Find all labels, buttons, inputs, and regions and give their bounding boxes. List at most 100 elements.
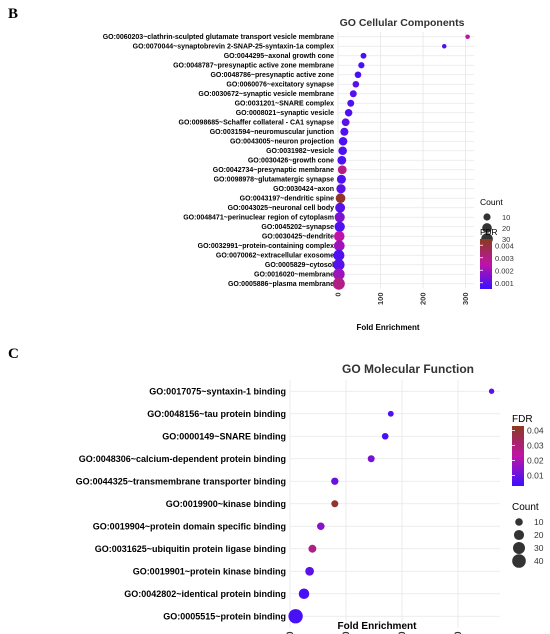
p0-size-legend-label-0: 10 [502, 213, 510, 222]
p0-data-point-23 [333, 249, 345, 261]
p0-data-point-26 [332, 277, 345, 290]
p0-data-point-15 [336, 174, 346, 184]
p1-size-legend-label-3: 40 [534, 556, 544, 566]
p0-data-point-22 [333, 240, 345, 252]
p1-x-axis-title: Fold Enrichment [338, 621, 418, 632]
p0-category-label-18: GO:0043025~neuronal cell body [228, 205, 335, 212]
p0-category-label-6: GO:0030672~synaptic vesicle membrane [198, 91, 334, 98]
p1-color-legend-label-0: 0.04 [527, 426, 544, 436]
p1-category-label-0: GO:0017075~syntaxin-1 binding [149, 386, 286, 396]
p0-legend: Count 10 20 30 FDR 0.004 0.003 0.002 0.001 [480, 197, 514, 289]
p0-data-point-1 [442, 44, 447, 49]
p1-data-point-8 [305, 566, 314, 576]
p0-size-legend-swatch-1 [482, 223, 492, 233]
chart-panel-b: GO Cellular Components GO:0060203~clathri… [103, 17, 514, 332]
p0-data-point-7 [347, 99, 355, 107]
p0-data-point-0 [465, 34, 470, 39]
p1-size-legend-swatch-3 [512, 554, 526, 568]
p1-size-legend-label-0: 10 [534, 517, 544, 527]
p1-data-point-10 [288, 609, 303, 624]
p0-data-point-11 [338, 136, 348, 146]
p0-x-tick-label-3: 300 [461, 293, 470, 306]
p0-x-axis-title: Fold Enrichment [356, 323, 419, 332]
p1-color-legend-label-2: 0.02 [527, 456, 544, 466]
p0-category-label-2: GO:0044295~axonal growth cone [224, 53, 334, 60]
p1-data-point-4 [331, 477, 339, 485]
p1-category-label-1: GO:0048156~tau protein binding [147, 409, 286, 419]
p1-color-legend-title: FDR [512, 414, 533, 425]
p1-data-point-7 [308, 544, 317, 553]
p0-category-label-9: GO:0098685~Schaffer collateral - CA1 syn… [179, 120, 335, 127]
p1-chart-title: GO Molecular Function [342, 362, 474, 376]
p1-size-legend-label-1: 20 [534, 530, 544, 540]
p0-category-label-23: GO:0070062~extracellular exosome [216, 253, 334, 260]
p0-x-tick-label-2: 200 [419, 293, 428, 306]
p0-category-label-25: GO:0016020~membrane [254, 272, 334, 279]
p1-category-label-3: GO:0048306~calcium-dependent protein bin… [79, 454, 286, 464]
p1-data-point-5 [331, 500, 339, 508]
p1-size-legend-swatch-2 [513, 542, 525, 554]
p1-x-tick-label-1: 20 [341, 632, 351, 634]
p0-category-label-14: GO:0042734~presynaptic membrane [213, 167, 334, 174]
p1-x-tick-label-2: 40 [397, 632, 407, 634]
p0-category-label-19: GO:0048471~perinuclear region of cytopla… [183, 215, 334, 222]
p0-data-point-21 [334, 231, 345, 242]
p0-category-label-15: GO:0098978~glutamatergic synapse [214, 177, 335, 184]
panel-letter-c: C [8, 346, 19, 362]
p1-data-point-6 [317, 522, 325, 531]
p1-category-label-7: GO:0031625~ubiquitin protein ligase bind… [95, 544, 286, 554]
p0-category-label-0: GO:0060203~clathrin-sculpted glutamate t… [103, 34, 334, 41]
p0-data-point-2 [360, 52, 367, 59]
p0-size-legend-swatch-0 [483, 213, 491, 221]
p0-x-tick-label-0: 0 [334, 293, 343, 297]
p1-size-legend-swatch-1 [513, 529, 525, 541]
p0-category-label-16: GO:0030424~axon [273, 186, 334, 193]
p1-data-point-9 [298, 588, 310, 600]
p0-category-label-20: GO:0045202~synapse [261, 224, 334, 231]
p1-category-label-6: GO:0019904~protein domain specific bindi… [93, 521, 286, 531]
p0-data-point-25 [333, 268, 345, 281]
p0-color-legend-title: FDR [480, 227, 497, 237]
p1-category-label-4: GO:0044325~transmembrane transporter bin… [76, 476, 286, 486]
p0-category-label-8: GO:0008021~synaptic vesicle [236, 110, 334, 117]
p1-x-tick-label-0: 0 [285, 632, 295, 634]
p0-color-legend-label-2: 0.002 [495, 266, 514, 275]
p0-category-label-10: GO:0031594~neuromuscular junction [210, 129, 334, 136]
p1-x-tick-label-3: 60 [453, 632, 463, 634]
p0-size-legend-title: Count [480, 197, 503, 207]
p0-data-point-10 [340, 127, 349, 136]
p0-category-label-11: GO:0043005~neuron projection [230, 139, 334, 146]
p0-color-legend-label-0: 0.004 [495, 241, 514, 250]
p1-data-point-3 [367, 455, 375, 463]
p0-data-point-13 [337, 155, 347, 165]
p0-category-label-7: GO:0031201~SNARE complex [235, 101, 335, 108]
p0-category-label-24: GO:0005829~cytosol [265, 262, 334, 269]
p0-color-legend-label-3: 0.001 [495, 279, 514, 288]
p1-data-point-0 [488, 388, 495, 394]
p0-category-label-13: GO:0030426~growth cone [248, 158, 334, 165]
panel-letter-b: B [8, 6, 18, 22]
p0-data-point-24 [333, 259, 345, 271]
p0-data-point-12 [338, 146, 347, 156]
p1-color-legend-label-1: 0.03 [527, 441, 544, 451]
p0-category-label-21: GO:0030425~dendrite [262, 234, 334, 241]
p0-data-point-9 [341, 118, 350, 127]
p0-category-label-17: GO:0043197~dendritic spine [240, 196, 334, 203]
p0-category-label-5: GO:0060076~excitatory synapse [226, 82, 334, 89]
p1-color-legend-label-3: 0.01 [527, 471, 544, 481]
p0-category-label-3: GO:0048787~presynaptic active zone membr… [173, 63, 334, 70]
p0-data-point-17 [335, 193, 346, 204]
p1-size-legend-title: Count [512, 502, 539, 513]
p0-chart-title: GO Cellular Components [340, 17, 465, 29]
p0-data-point-19 [334, 212, 345, 223]
p0-category-label-4: GO:0048786~presynaptic active zone [210, 72, 334, 79]
p0-category-label-26: GO:0005886~plasma membrane [228, 281, 334, 288]
p0-data-point-16 [336, 184, 346, 194]
p1-category-label-10: GO:0005515~protein binding [163, 611, 286, 621]
p0-size-legend-label-1: 20 [502, 224, 510, 233]
p0-category-label-22: GO:0032991~protein-containing complex [198, 243, 334, 250]
p0-category-label-12: GO:0031982~vesicle [266, 148, 334, 155]
p1-category-label-9: GO:0042802~identical protein binding [124, 589, 286, 599]
p0-data-point-5 [352, 80, 360, 88]
